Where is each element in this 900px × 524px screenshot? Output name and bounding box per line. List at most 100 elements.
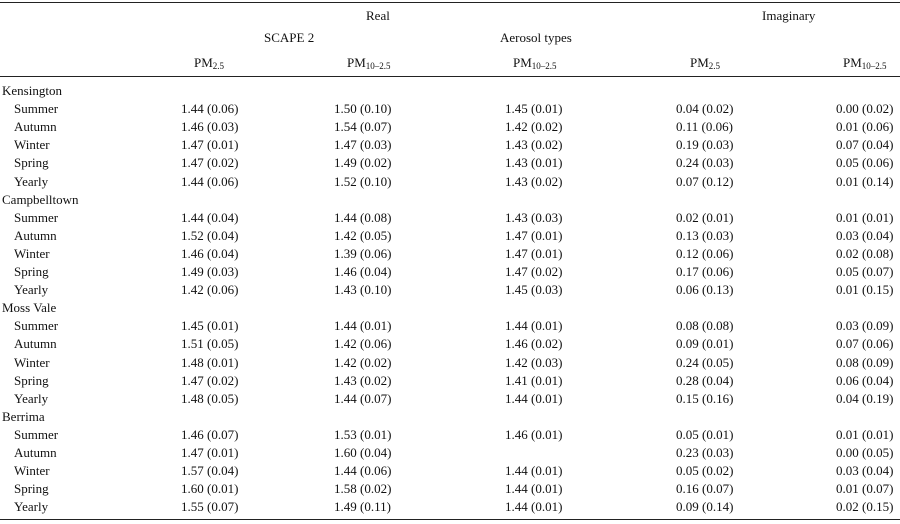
table-cell: 1.53 (0.01) [334,426,392,442]
table-cell: 0.03 (0.04) [836,227,894,243]
table-cell: 0.00 (0.02) [836,101,894,117]
table-cell: 1.44 (0.01) [505,481,563,497]
table-cell: 1.47 (0.03) [334,137,392,153]
header-scape: SCAPE 2 [264,30,315,45]
table-cell: 0.23 (0.03) [676,445,734,460]
table-cell: 1.44 (0.01) [334,318,392,334]
table-cell: 0.04 (0.19) [836,390,894,406]
season-label: Winter [14,245,50,261]
season-label: Summer [14,209,59,225]
table-cell: 0.24 (0.03) [676,155,734,171]
table-cell: 1.39 (0.06) [334,245,392,261]
table-cell: 1.43 (0.01) [505,155,563,171]
table-cell: 1.54 (0.07) [334,119,392,135]
table-cell: 1.41 (0.01) [505,372,563,388]
table-cell: 1.47 (0.01) [505,227,563,243]
table-cell: 1.48 (0.01) [181,354,239,370]
site-name: Kensington [2,83,62,98]
table-cell: 0.17 (0.06) [676,264,734,279]
table-cell: 0.04 (0.02) [676,101,734,117]
column-header: PM2.5 [690,55,721,71]
table-cell: 1.45 (0.01) [181,318,239,334]
table-cell: 0.02 (0.15) [836,499,894,515]
table-cell: 1.47 (0.01) [505,245,563,261]
table-cell: 0.01 (0.01) [836,209,894,225]
season-label: Autumn [14,119,57,135]
table-cell: 1.42 (0.05) [334,227,392,243]
table-cell: 1.42 (0.03) [505,354,563,370]
table-cell: 1.44 (0.06) [181,173,239,189]
table-cell: 1.46 (0.07) [181,426,239,442]
table-cell: 1.44 (0.06) [334,463,392,479]
season-label: Summer [14,101,59,117]
table-cell: 0.09 (0.14) [676,499,734,515]
table-cell: 1.44 (0.06) [181,101,239,117]
table-cell: 1.43 (0.02) [505,173,563,189]
table-cell: 1.44 (0.01) [505,390,563,406]
table-cell: 1.45 (0.03) [505,282,563,298]
season-label: Yearly [14,173,49,189]
table-cell: 1.42 (0.02) [334,354,392,370]
season-label: Yearly [14,499,49,515]
table-cell: 1.43 (0.10) [334,282,392,298]
table-cell: 1.50 (0.10) [334,101,392,117]
table-cell: 0.05 (0.06) [836,155,894,171]
table-cell: 1.44 (0.01) [505,499,563,515]
table-cell: 1.57 (0.04) [181,463,239,479]
season-label: Winter [14,137,50,153]
table-cell: 0.05 (0.01) [676,426,734,442]
table-cell: 1.45 (0.01) [505,101,563,117]
season-label: Summer [14,426,59,442]
season-label: Autumn [14,227,57,243]
table-cell: 1.47 (0.02) [505,264,563,279]
table-cell: 1.46 (0.02) [505,336,563,352]
table-cell: 1.44 (0.07) [334,390,392,406]
season-label: Summer [14,318,59,334]
season-label: Autumn [14,336,57,352]
table-cell: 0.01 (0.14) [836,173,894,189]
top-rule [0,2,900,3]
table-cell: 0.16 (0.07) [676,481,734,497]
table-cell: 1.52 (0.10) [334,173,392,189]
table-cell: 0.01 (0.06) [836,119,894,135]
table-cell: 1.44 (0.01) [505,318,563,334]
site-name: Campbelltown [2,191,79,207]
table-cell: 1.46 (0.03) [181,119,239,135]
column-header: PM2.5 [194,55,225,71]
table-cell: 0.05 (0.07) [836,264,894,279]
season-label: Winter [14,463,50,479]
table-cell: 0.00 (0.05) [836,445,894,460]
table-cell: 0.13 (0.03) [676,227,734,243]
site-name: Berrima [2,408,45,424]
table-cell: 0.01 (0.07) [836,481,894,497]
table-cell: 1.43 (0.02) [334,372,392,388]
table-cell: 1.51 (0.05) [181,336,239,352]
table-cell: 0.07 (0.12) [676,173,734,189]
table-cell: 1.44 (0.04) [181,209,239,225]
table-cell: 1.47 (0.02) [181,372,239,388]
table-cell: 0.12 (0.06) [676,245,734,261]
season-label: Spring [14,155,49,171]
table-cell: 0.11 (0.06) [676,119,733,135]
season-label: Yearly [14,390,49,406]
table-cell: 1.43 (0.03) [505,209,563,225]
season-label: Spring [14,372,49,388]
table-cell: 1.60 (0.04) [334,445,392,460]
header-imaginary: Imaginary [762,8,816,23]
table-cell: 0.05 (0.02) [676,463,734,479]
table-cell: 1.48 (0.05) [181,390,239,406]
bottom-rule [0,519,900,520]
table-cell: 0.19 (0.03) [676,137,734,153]
site-name: Moss Vale [2,300,57,316]
table-cell: 1.55 (0.07) [181,499,239,515]
table-cell: 0.02 (0.01) [676,209,734,225]
table-cell: 1.43 (0.02) [505,137,563,153]
table-cell: 0.07 (0.04) [836,137,894,153]
table-cell: 1.46 (0.01) [505,426,563,442]
table-cell: 0.01 (0.15) [836,282,894,298]
header-real: Real [366,8,390,23]
season-label: Spring [14,481,49,497]
table-cell: 0.08 (0.08) [676,318,734,334]
table-cell: 0.24 (0.05) [676,354,734,370]
table-cell: 0.03 (0.09) [836,318,894,334]
